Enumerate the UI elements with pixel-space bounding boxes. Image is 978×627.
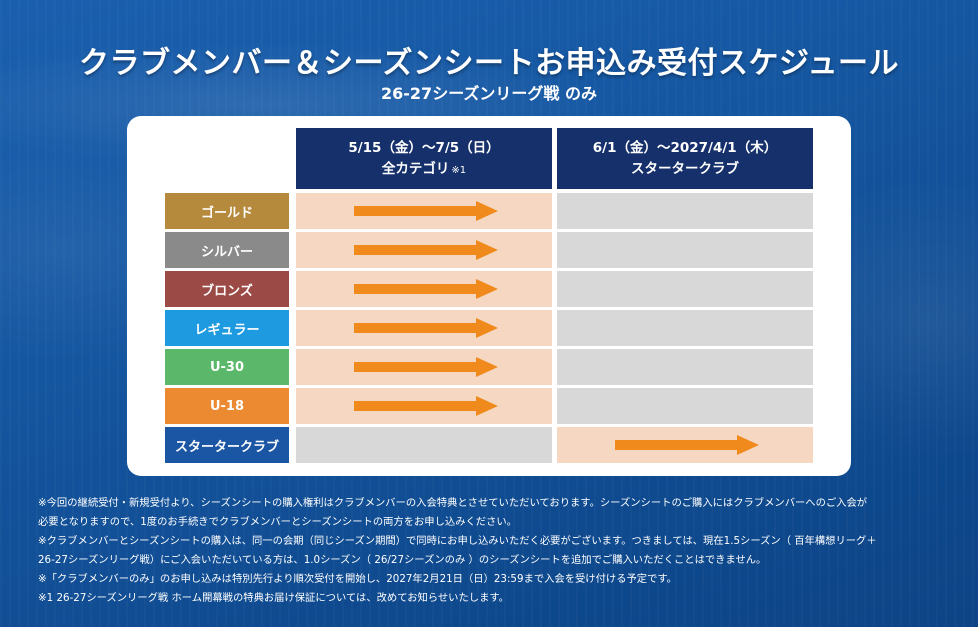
column-header-dates: 5/15（金）〜7/5（日） bbox=[348, 140, 500, 157]
table-cell-period-2 bbox=[557, 310, 813, 346]
page-subtitle: 26-27シーズンリーグ戦 のみ bbox=[381, 84, 597, 103]
table-cell-period-2 bbox=[557, 271, 813, 307]
table-cell-period-1 bbox=[296, 193, 552, 229]
row-label: U-18 bbox=[165, 388, 289, 424]
arrow-right-icon bbox=[354, 240, 498, 260]
row-label: レギュラー bbox=[165, 310, 289, 346]
row-label: シルバー bbox=[165, 232, 289, 268]
schedule-table: 5/15（金）〜7/5（日） 全カテゴリ ※1 6/1（金）〜2027/4/1（木… bbox=[127, 116, 851, 476]
column-header-period-2: 6/1（金）〜2027/4/1（木） スタータークラブ bbox=[557, 128, 813, 189]
footnotes: ※今回の継続受付・新規受付より、シーズンシートの購入権利はクラブメンバーの入会特… bbox=[38, 494, 958, 608]
table-cell-period-2 bbox=[557, 349, 813, 385]
page-title: クラブメンバー＆シーズンシートお申込み受付スケジュール bbox=[79, 46, 899, 81]
table-cell-period-1 bbox=[296, 388, 552, 424]
footnote-line: 必要となりますので、1度のお手続きでクラブメンバーとシーズンシートの両方をお申し… bbox=[38, 516, 517, 528]
arrow-right-icon bbox=[354, 357, 498, 377]
footnote-line: ※クラブメンバーとシーズンシートの購入は、同一の会期（同じシーズン期間）で同時に… bbox=[38, 535, 877, 547]
footnote-line: 26-27シーズンリーグ戦）にご入会いただいている方は、1.0シーズン（ 26/… bbox=[38, 554, 767, 566]
arrow-right-icon bbox=[354, 201, 498, 221]
table-cell-period-1 bbox=[296, 232, 552, 268]
column-header-category: スタータークラブ bbox=[631, 160, 739, 177]
column-header-category: 全カテゴリ ※1 bbox=[381, 160, 467, 177]
arrow-right-icon bbox=[354, 279, 498, 299]
table-cell-period-2 bbox=[557, 427, 813, 463]
table-cell-period-2 bbox=[557, 232, 813, 268]
table-cell-period-1 bbox=[296, 427, 552, 463]
table-cell-period-1 bbox=[296, 271, 552, 307]
footnote-line: ※1 26-27シーズンリーグ戦 ホーム開幕戦の特典お届け保証については、改めて… bbox=[38, 592, 509, 604]
row-label: スタータークラブ bbox=[165, 427, 289, 463]
table-cell-period-1 bbox=[296, 310, 552, 346]
column-header-dates: 6/1（金）〜2027/4/1（木） bbox=[592, 140, 778, 157]
table-cell-period-1 bbox=[296, 349, 552, 385]
table-cell-period-2 bbox=[557, 388, 813, 424]
row-label: U-30 bbox=[165, 349, 289, 385]
arrow-right-icon bbox=[354, 318, 498, 338]
footnote-line: ※「クラブメンバーのみ」のお申し込みは特別先行より順次受付を開始し、2027年2… bbox=[38, 573, 677, 585]
column-header-period-1: 5/15（金）〜7/5（日） 全カテゴリ ※1 bbox=[296, 128, 552, 189]
row-label: ブロンズ bbox=[165, 271, 289, 307]
arrow-right-icon bbox=[354, 396, 498, 416]
footnote-line: ※今回の継続受付・新規受付より、シーズンシートの購入権利はクラブメンバーの入会特… bbox=[38, 497, 868, 509]
column-header-note: ※1 bbox=[451, 164, 467, 176]
arrow-right-icon bbox=[615, 435, 759, 455]
row-label: ゴールド bbox=[165, 193, 289, 229]
table-cell-period-2 bbox=[557, 193, 813, 229]
